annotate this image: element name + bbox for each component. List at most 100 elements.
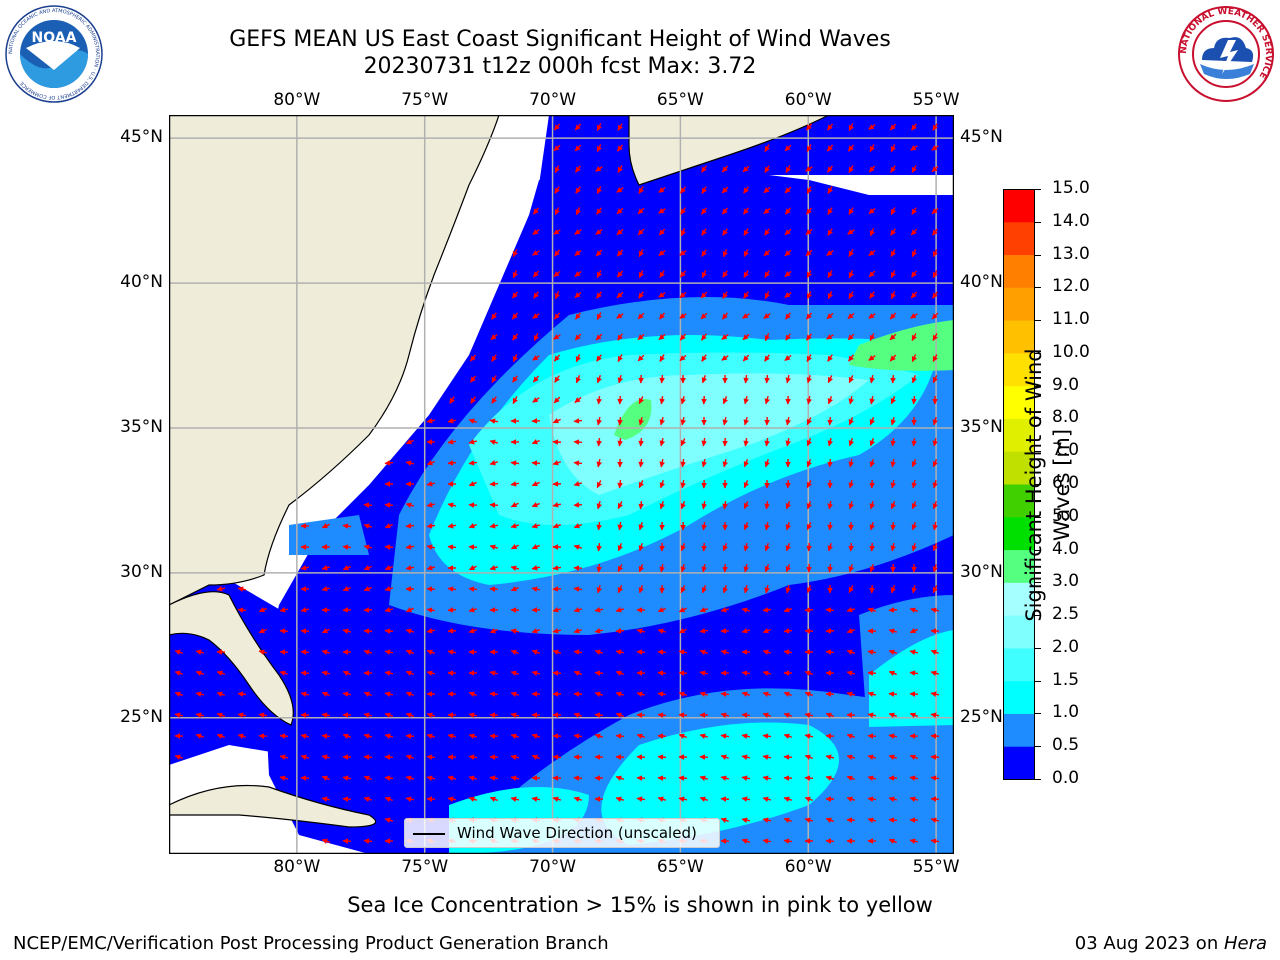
wave-direction-arrow <box>909 628 918 634</box>
wave-direction-arrow <box>825 754 835 760</box>
wave-direction-arrow <box>531 754 540 760</box>
wave-direction-arrow <box>701 458 707 468</box>
wave-direction-arrow <box>195 670 205 676</box>
wave-direction-arrow <box>426 586 436 592</box>
wave-direction-arrow <box>657 754 667 760</box>
wave-direction-arrow <box>216 586 226 592</box>
wave-direction-arrow <box>533 291 539 299</box>
wave-direction-arrow <box>826 250 834 256</box>
wave-direction-arrow <box>616 144 624 152</box>
wave-direction-arrow <box>825 817 834 823</box>
wave-direction-arrow <box>764 521 770 531</box>
wave-direction-arrow <box>701 228 707 236</box>
wave-direction-arrow <box>405 775 415 781</box>
wave-direction-arrow <box>825 649 835 655</box>
wave-direction-arrow <box>827 416 833 426</box>
wave-direction-arrow <box>468 586 478 592</box>
wave-direction-arrow <box>722 270 728 278</box>
wave-direction-arrow <box>806 501 812 510</box>
wave-direction-arrow <box>617 374 623 384</box>
wave-direction-arrow <box>405 439 414 445</box>
wave-direction-arrow <box>468 733 478 739</box>
wave-direction-arrow <box>573 775 583 781</box>
wave-direction-arrow <box>468 523 477 529</box>
wave-direction-arrow <box>848 479 854 489</box>
wave-direction-arrow <box>279 775 289 781</box>
wave-direction-arrow <box>889 312 897 320</box>
wave-direction-arrow <box>678 733 687 739</box>
wave-direction-arrow <box>783 649 793 655</box>
wave-direction-arrow <box>573 628 583 634</box>
wave-direction-arrow <box>888 607 898 613</box>
wave-direction-arrow <box>678 775 688 781</box>
wave-direction-arrow <box>827 521 833 531</box>
wave-direction-arrow <box>806 144 812 153</box>
wave-direction-arrow <box>531 439 540 445</box>
wave-direction-arrow <box>659 416 665 426</box>
lat-label-right: 25°N <box>960 706 1003 727</box>
colorbar-swatch <box>1003 680 1035 714</box>
wave-direction-arrow <box>531 733 541 739</box>
wave-direction-arrow <box>574 144 582 152</box>
wave-direction-arrow <box>491 354 497 362</box>
wave-direction-arrow <box>701 165 707 173</box>
wave-direction-arrow <box>699 796 709 802</box>
wave-direction-arrow <box>573 691 583 697</box>
wave-direction-arrow <box>785 564 791 573</box>
wave-direction-arrow <box>510 502 519 508</box>
wave-direction-arrow <box>867 670 877 676</box>
wave-direction-arrow <box>764 542 770 552</box>
wave-direction-arrow <box>783 691 792 697</box>
wave-direction-arrow <box>363 544 373 550</box>
wave-direction-arrow <box>847 333 855 341</box>
wave-direction-arrow <box>596 437 602 447</box>
wave-direction-arrow <box>258 712 268 718</box>
wave-direction-arrow <box>930 670 940 676</box>
wave-direction-arrow <box>743 522 749 531</box>
wave-direction-arrow <box>806 374 812 384</box>
wave-direction-arrow <box>699 628 709 634</box>
wave-direction-arrow <box>553 144 561 152</box>
wave-direction-arrow <box>596 354 602 362</box>
wave-direction-arrow <box>867 796 877 802</box>
wave-direction-arrow <box>743 395 749 405</box>
colorbar-tick-mark <box>1035 582 1041 584</box>
wave-direction-arrow <box>573 649 583 655</box>
wave-direction-arrow <box>679 186 687 194</box>
wave-direction-arrow <box>363 649 373 655</box>
wave-direction-arrow <box>510 586 519 592</box>
wave-direction-arrow <box>510 460 520 466</box>
wave-direction-arrow <box>573 607 583 613</box>
wave-direction-arrow <box>764 437 770 447</box>
wave-direction-arrow <box>426 754 436 760</box>
wave-direction-arrow <box>616 187 624 193</box>
wave-direction-arrow <box>764 333 770 342</box>
wave-direction-arrow <box>384 607 394 613</box>
wave-direction-arrow <box>426 712 436 718</box>
wave-direction-arrow <box>743 563 749 573</box>
wave-direction-arrow <box>300 775 310 781</box>
wave-direction-arrow <box>701 249 707 257</box>
wave-direction-arrow <box>447 586 457 592</box>
wave-direction-arrow <box>762 712 772 718</box>
wave-direction-arrow <box>447 544 457 550</box>
colorbar-swatch <box>1003 746 1035 780</box>
wave-direction-arrow <box>720 691 730 697</box>
wave-direction-arrow <box>659 270 665 278</box>
wave-direction-arrow <box>510 481 520 487</box>
wave-direction-arrow <box>932 563 938 573</box>
wave-direction-arrow <box>680 438 686 447</box>
wave-direction-arrow <box>783 733 793 739</box>
wave-direction-arrow <box>763 207 771 215</box>
map-frame <box>169 115 954 854</box>
wave-direction-arrow <box>573 460 583 466</box>
wave-direction-arrow <box>701 207 707 215</box>
wave-direction-arrow <box>300 670 310 676</box>
wave-direction-arrow <box>764 500 770 510</box>
wave-direction-arrow <box>931 145 939 151</box>
wave-direction-arrow <box>721 186 729 194</box>
wave-direction-arrow <box>615 796 625 802</box>
wave-direction-arrow <box>783 607 793 613</box>
wave-direction-arrow <box>384 523 393 529</box>
colorbar-swatch <box>1003 615 1035 649</box>
